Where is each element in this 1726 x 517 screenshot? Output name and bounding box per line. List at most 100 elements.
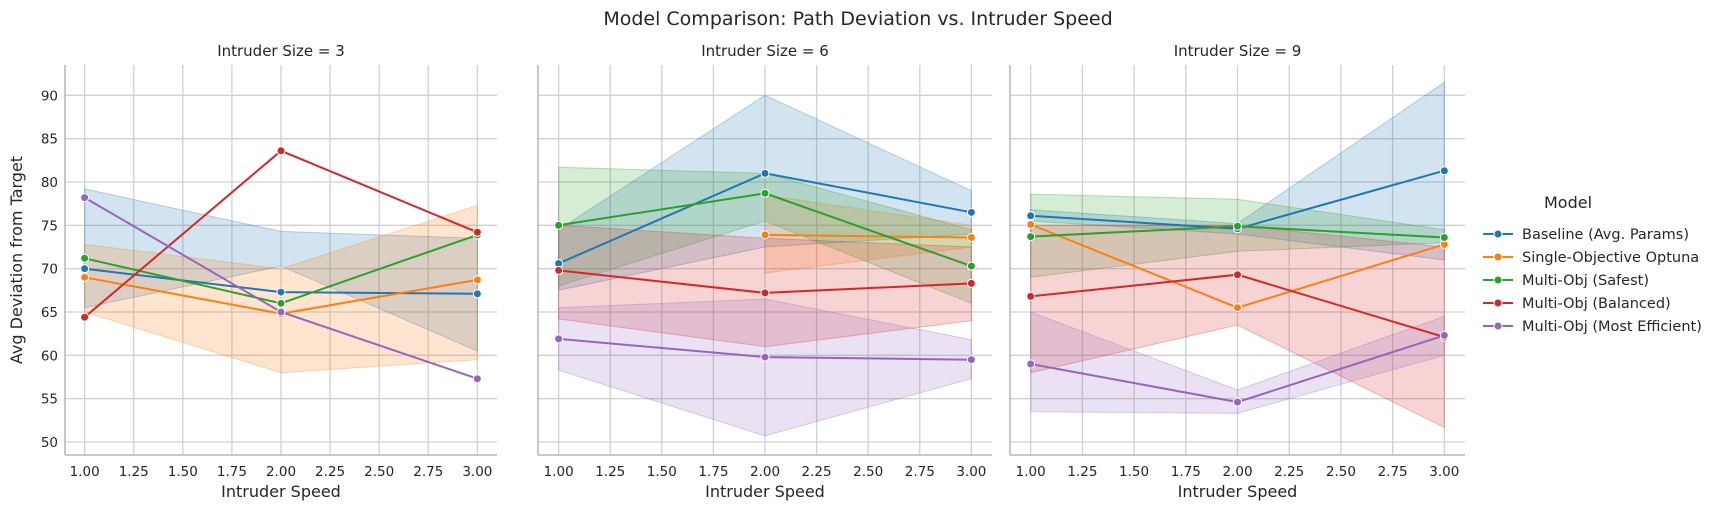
x-tick-label: 2.25 [315,464,345,480]
data-point [760,352,770,362]
confidence-band [84,188,478,352]
data-point [472,374,482,384]
data-point [80,272,90,282]
data-point [276,287,286,297]
x-axis-label: Intruder Speed [1178,482,1298,501]
x-tick-label: 2.50 [1326,464,1356,480]
data-point [80,193,90,203]
data-point [1026,291,1036,301]
data-point [1233,397,1242,407]
data-point [1439,330,1449,340]
legend-label: Multi-Obj (Safest) [1522,273,1649,289]
legend-item: Baseline (Avg. Params) [1483,227,1689,243]
x-tick-label: 1.25 [119,464,149,480]
x-tick-label: 2.75 [413,464,443,480]
y-tick-label: 90 [41,88,58,104]
confidence-band [764,194,972,274]
series-line [764,233,972,239]
y-tick-label: 75 [41,218,58,234]
x-tick-label: 3.00 [1429,464,1459,480]
legend: Model Baseline (Avg. Params) Single-Object… [1483,193,1702,335]
data-point [1026,211,1036,221]
legend-title: Model [1544,193,1592,212]
data-point [1439,232,1449,242]
facet-title: Intruder Size = 3 [217,42,345,60]
data-point [760,168,770,178]
legend-item: Multi-Obj (Safest) [1483,273,1649,289]
data-point [80,312,90,322]
data-point [966,355,976,365]
legend-swatch-marker [1493,298,1503,308]
legend-item: Multi-Obj (Most Efficient) [1483,319,1702,335]
x-tick-label: 1.75 [1171,464,1201,480]
data-point [472,227,482,237]
x-tick-label: 1.50 [1119,464,1149,480]
data-point [966,261,976,271]
x-tick-label: 2.25 [802,464,832,480]
legend-label: Multi-Obj (Balanced) [1522,296,1671,312]
x-axis-label: Intruder Speed [705,482,825,501]
data-point [1233,221,1242,231]
chart-title: Model Comparison: Path Deviation vs. Int… [603,8,1112,30]
x-tick-label: 2.50 [853,464,883,480]
x-tick-label: 1.50 [168,464,198,480]
x-tick-label: 1.75 [217,464,247,480]
x-tick-label: 2.25 [1274,464,1304,480]
data-point [554,220,564,230]
data-point [1026,359,1036,369]
x-tick-label: 1.00 [1016,464,1046,480]
data-point [472,289,482,299]
confidence-band [1030,311,1445,414]
facet-panel: Intruder Size = 6 1.00 1.25 1.50 1.75 2.00 2.2… [537,42,992,501]
data-point [80,253,90,263]
data-point [80,264,90,274]
legend-swatch-marker [1493,321,1503,331]
facet-title: Intruder Size = 9 [1174,42,1302,60]
x-tick-label: 2.75 [905,464,935,480]
facets: Intruder Size = 3 1.00 1.25 1.50 1.75 2.00 2.2… [41,42,1465,501]
facet-panel: Intruder Size = 3 1.00 1.25 1.50 1.75 2.00 2.2… [41,42,497,501]
data-point [760,188,770,198]
x-tick-label: 3.00 [956,464,986,480]
legend-swatch-marker [1493,275,1503,285]
x-tick-label: 1.75 [698,464,728,480]
x-tick-label: 2.00 [266,464,296,480]
x-tick-label: 2.00 [1222,464,1252,480]
data-point [554,265,564,275]
data-point [1026,232,1036,242]
data-point [276,146,286,156]
x-tick-label: 2.50 [364,464,394,480]
y-tick-label: 70 [41,262,58,278]
x-tick-label: 1.00 [70,464,100,480]
x-tick-label: 1.50 [647,464,677,480]
data-point [760,288,770,298]
data-point [1233,270,1242,280]
legend-label: Single-Objective Optuna [1522,250,1699,266]
y-tick-label: 60 [41,348,58,364]
confidence-band [558,298,972,437]
data-point [472,275,482,285]
data-point [966,207,976,217]
data-point [966,232,976,242]
data-point [1233,303,1242,313]
x-tick-label: 3.00 [462,464,492,480]
x-tick-label: 2.75 [1378,464,1408,480]
legend-swatch-marker [1493,252,1503,262]
data-point [554,334,564,344]
data-point [276,307,286,317]
x-tick-label: 1.25 [1067,464,1097,480]
data-point [1026,219,1036,229]
x-axis-label: Intruder Speed [221,482,341,501]
y-axis-label: Avg Deviation from Target [7,156,26,364]
x-tick-label: 2.00 [750,464,780,480]
facet-panel: Intruder Size = 9 1.00 1.25 1.50 1.75 2.00 2.2… [1009,42,1465,501]
data-point [276,298,286,308]
x-tick-label: 1.25 [595,464,625,480]
y-tick-label: 50 [41,435,58,451]
y-tick-label: 55 [41,392,58,408]
legend-item: Multi-Obj (Balanced) [1483,296,1671,312]
data-point [760,230,770,240]
y-tick-label: 85 [41,132,58,148]
legend-label: Baseline (Avg. Params) [1522,227,1689,243]
